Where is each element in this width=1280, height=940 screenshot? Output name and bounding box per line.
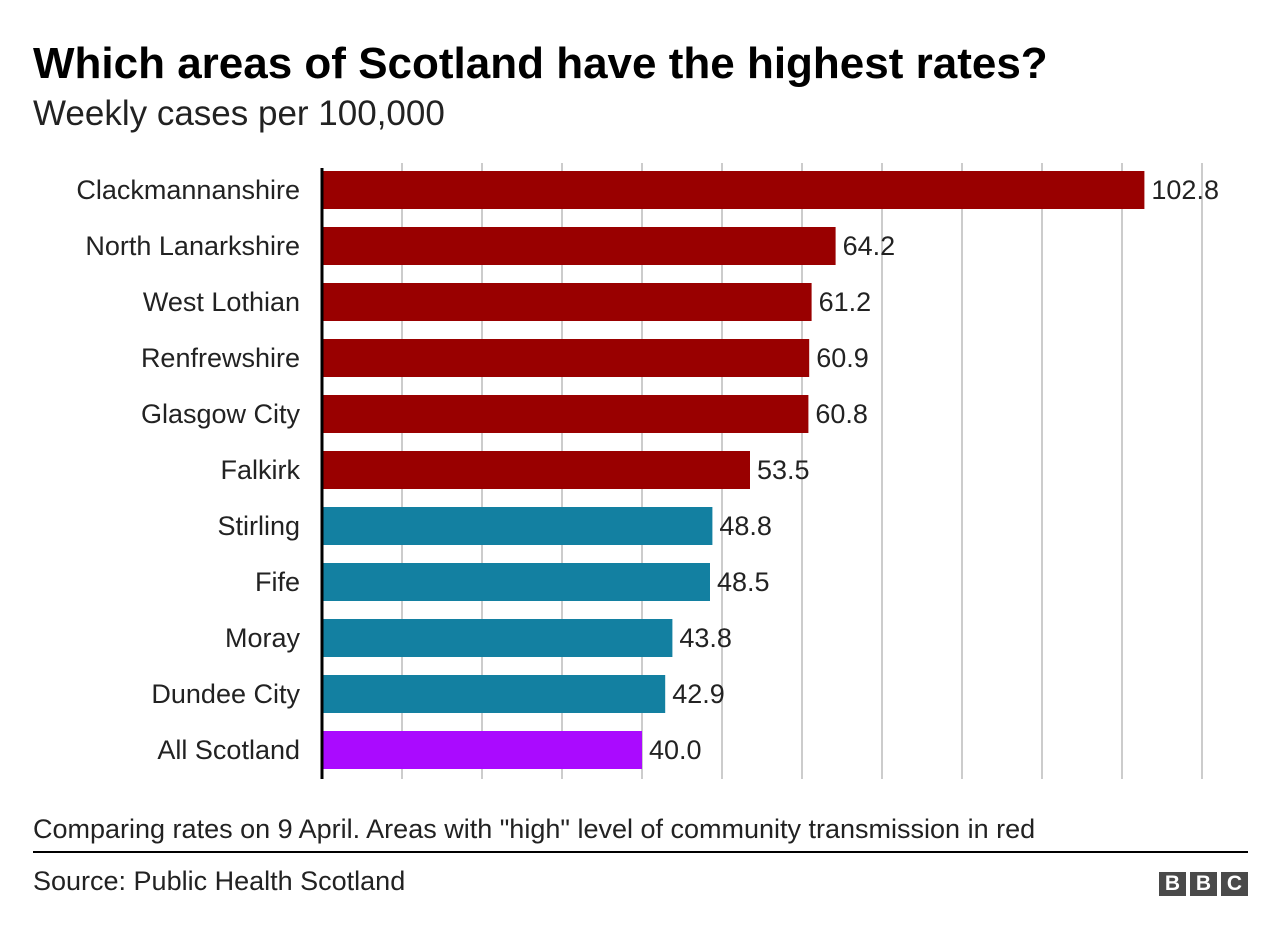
bar [322, 619, 673, 657]
data-label: 102.8 [1151, 175, 1219, 205]
data-label: 61.2 [819, 287, 872, 317]
data-label: 40.0 [649, 735, 702, 765]
category-label: Falkirk [221, 455, 301, 485]
footnote: Comparing rates on 9 April. Areas with "… [33, 814, 1036, 844]
divider [33, 851, 1248, 853]
data-label: 48.5 [717, 567, 770, 597]
category-label: Moray [225, 623, 301, 653]
bar [322, 171, 1145, 209]
data-label: 60.9 [816, 343, 869, 373]
logo-letter: B [1190, 872, 1217, 896]
data-label: 48.8 [719, 511, 772, 541]
category-label: Clackmannanshire [76, 175, 300, 205]
category-label: Glasgow City [141, 399, 301, 429]
bar [322, 507, 713, 545]
category-label: Renfrewshire [141, 343, 300, 373]
bar [322, 563, 710, 601]
data-label: 43.8 [679, 623, 732, 653]
bar [322, 731, 642, 769]
category-label: Dundee City [151, 679, 300, 709]
chart-title: Which areas of Scotland have the highest… [33, 39, 1048, 88]
bar [322, 283, 812, 321]
logo-letter: B [1159, 872, 1186, 896]
bbc-logo: B B C [1159, 872, 1248, 896]
category-label: Stirling [217, 511, 300, 541]
bar [322, 451, 750, 489]
bar [322, 395, 809, 433]
category-label: North Lanarkshire [85, 231, 300, 261]
chart-subtitle: Weekly cases per 100,000 [33, 94, 445, 133]
bar [322, 339, 810, 377]
source-text: Source: Public Health Scotland [33, 866, 406, 896]
category-label: West Lothian [143, 287, 300, 317]
data-label: 42.9 [672, 679, 725, 709]
data-label: 60.8 [815, 399, 868, 429]
category-label: Fife [255, 567, 300, 597]
logo-letter: C [1221, 872, 1248, 896]
bar [322, 675, 666, 713]
bar-chart: Clackmannanshire 102.8 North Lanarkshire 64… [76, 163, 1219, 779]
data-label: 53.5 [757, 455, 810, 485]
data-label: 64.2 [843, 231, 896, 261]
bar [322, 227, 836, 265]
category-label: All Scotland [157, 735, 300, 765]
